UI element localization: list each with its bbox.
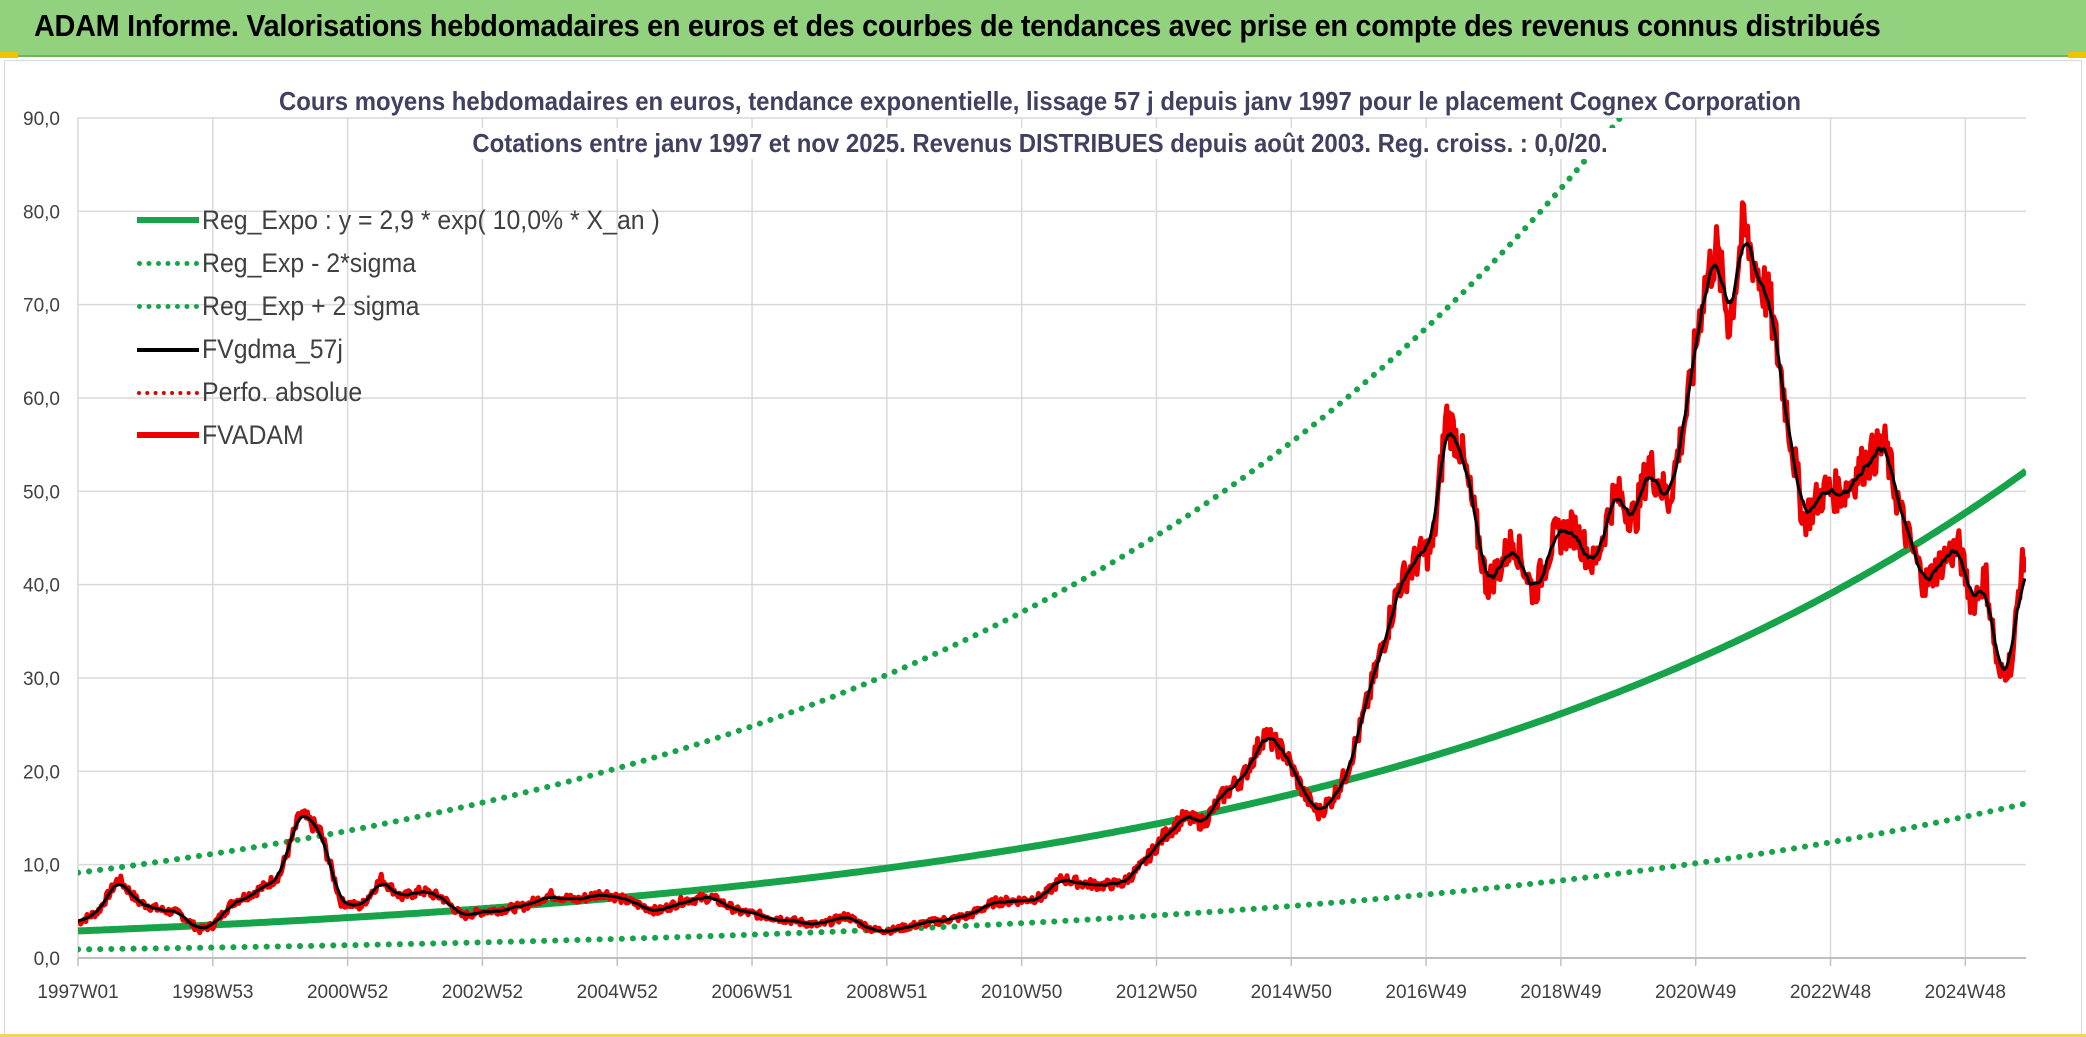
y-tick-label: 0,0 [34, 949, 60, 970]
series-reg-exp-minus-2sigma [78, 800, 2026, 953]
y-tick-label: 10,0 [23, 856, 60, 877]
x-tick-label: 2016W49 [1385, 982, 1466, 1003]
legend-swatch-fvgdma [137, 348, 199, 352]
x-tick-label: 1998W53 [172, 982, 253, 1003]
x-tick-label: 2000W52 [307, 982, 388, 1003]
x-tick-label: 2012W50 [1116, 982, 1197, 1003]
legend-swatch-reg-high [137, 304, 199, 309]
chart-title-line-2: Cotations entre janv 1997 et nov 2025. R… [463, 128, 1617, 159]
x-tick-label: 2004W52 [577, 982, 658, 1003]
x-tick-label: 2022W48 [1790, 982, 1871, 1003]
legend-swatch-fvadam [137, 432, 199, 438]
x-tick-label: 2006W51 [711, 982, 792, 1003]
legend-label-perfo: Perfo. absolue [202, 377, 363, 407]
x-tick-label: 2002W52 [442, 982, 523, 1003]
legend-label-reg-high: Reg_Exp + 2 sigma [202, 291, 420, 321]
series-fvgdma-57j [78, 242, 2026, 933]
chart-frame [4, 60, 2082, 1035]
y-tick-label: 80,0 [23, 202, 60, 223]
y-tick-label: 40,0 [23, 576, 60, 597]
corner-mark-right [2068, 52, 2086, 58]
legend-label-fvgdma: FVgdma_57j [202, 334, 343, 364]
legend-label-reg-expo: Reg_Expo : y = 2,9 * exp( 10,0% * X_an ) [202, 205, 660, 235]
chart-title-line-1: Cours moyens hebdomadaires en euros, ten… [269, 86, 1811, 117]
legend-swatch-reg-low [137, 261, 199, 266]
x-tick-label: 2020W49 [1655, 982, 1736, 1003]
legend-label-reg-low: Reg_Exp - 2*sigma [202, 248, 417, 278]
x-tick-label: 2018W49 [1520, 982, 1601, 1003]
plot-area [78, 118, 2026, 953]
x-tick-label: 2008W51 [846, 982, 927, 1003]
x-tick-label: 2010W50 [981, 982, 1062, 1003]
legend-label-fvadam: FVADAM [202, 420, 304, 450]
legend-swatch-perfo [137, 391, 199, 395]
y-tick-label: 70,0 [23, 296, 60, 317]
y-tick-label: 20,0 [23, 762, 60, 783]
report-banner: ADAM Informe. Valorisations hebdomadaire… [0, 0, 2086, 57]
series-reg-expo [78, 468, 2026, 935]
x-tick-label: 2024W48 [1925, 982, 2006, 1003]
y-tick-label: 90,0 [23, 109, 60, 130]
x-tick-label: 2014W50 [1251, 982, 1332, 1003]
series-reg-exp-plus-2sigma [78, 118, 1624, 876]
y-tick-label: 50,0 [23, 482, 60, 503]
bottom-strip [0, 1034, 2086, 1037]
x-tick-label: 1997W01 [37, 982, 118, 1003]
y-tick-label: 60,0 [23, 389, 60, 410]
report-title: ADAM Informe. Valorisations hebdomadaire… [34, 8, 1881, 43]
y-tick-label: 30,0 [23, 669, 60, 690]
corner-mark-left [0, 52, 18, 58]
legend-swatch-reg-expo [137, 217, 199, 223]
